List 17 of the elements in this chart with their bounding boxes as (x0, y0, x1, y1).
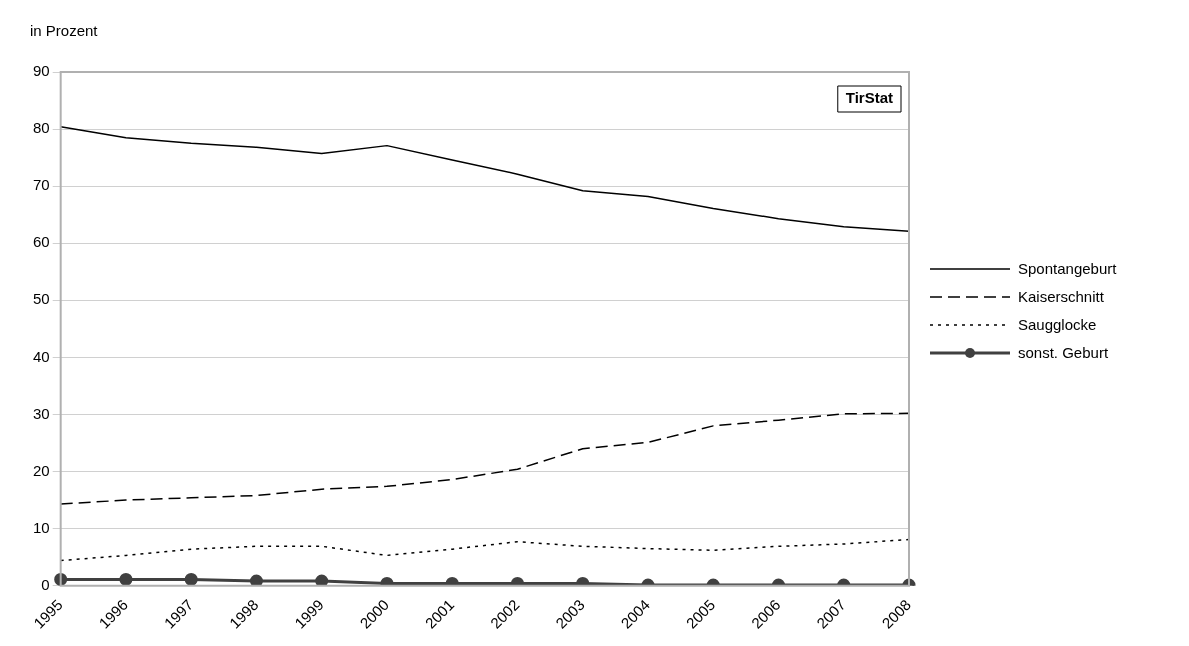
y-tick-label: 10 (33, 518, 50, 536)
y-tick-label: 60 (33, 233, 50, 251)
y-tick-label: 90 (33, 62, 50, 80)
y-tick-label: 40 (33, 347, 50, 365)
annotation: TirStat (845, 89, 893, 107)
y-tick-label: 70 (33, 176, 50, 194)
text: Spontangeburt (1018, 259, 1117, 279)
text: Kaiserschnitt (1018, 287, 1104, 307)
y-tick-label: 50 (33, 290, 50, 308)
text: Saugglocke (1018, 315, 1097, 335)
y-axis-title: in Prozent (30, 22, 98, 39)
text: sonst. Geburt (1018, 343, 1109, 363)
y-tick-label: 30 (33, 404, 50, 422)
y-tick-label: 0 (41, 575, 50, 593)
y-tick-label: 20 (33, 461, 50, 479)
line-series (59, 538, 910, 562)
y-tick-label: 80 (33, 119, 50, 137)
